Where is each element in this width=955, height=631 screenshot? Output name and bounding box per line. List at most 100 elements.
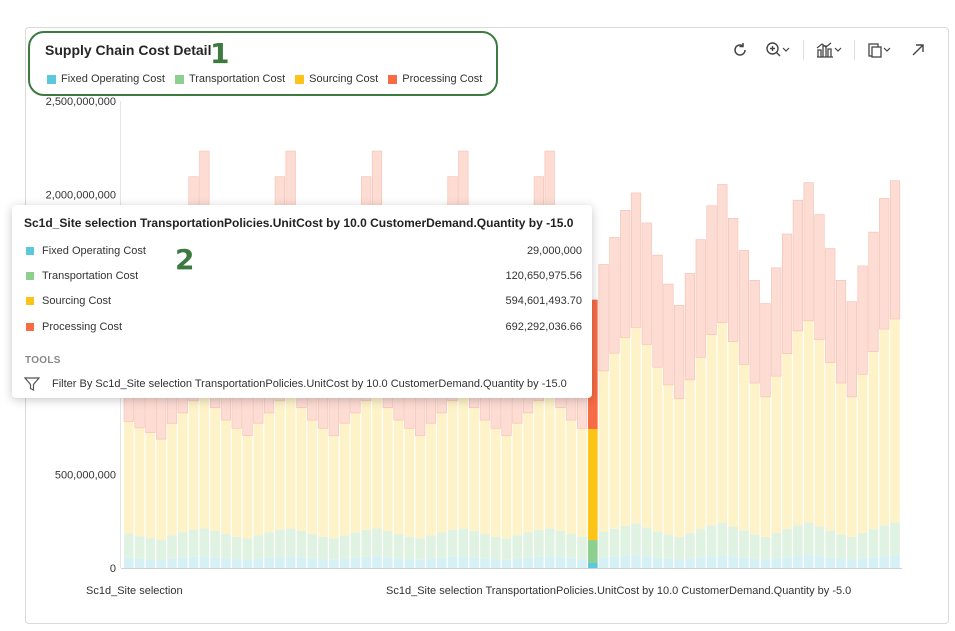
bar-segment-fixed-operating-cost — [793, 556, 803, 568]
bar-segment-transportation-cost — [134, 536, 145, 559]
bar-segment-transportation-cost — [825, 530, 836, 558]
bar-segment-transportation-cost — [631, 523, 641, 556]
legend-item-transportation-cost[interactable]: Transportation Cost — [174, 73, 285, 85]
tooltip-swatch — [26, 323, 34, 331]
bar-segment-transportation-cost — [803, 522, 814, 556]
bar-segment-sourcing-cost — [663, 384, 674, 535]
bar-segment-processing-cost — [738, 250, 750, 365]
bar-segment-transportation-cost — [426, 535, 436, 559]
bar-segment-fixed-operating-cost — [275, 556, 285, 568]
bar-segment-fixed-operating-cost — [577, 559, 587, 568]
bar-segment-fixed-operating-cost — [393, 558, 404, 568]
bar-segment-transportation-cost — [717, 522, 728, 556]
bar-segment-processing-cost — [630, 192, 642, 328]
tooltip-series-label: Processing Cost — [42, 321, 123, 333]
bar-segment-sourcing-cost — [480, 420, 490, 534]
bar-segment-fixed-operating-cost — [436, 557, 447, 568]
tooltip-swatch — [26, 247, 34, 255]
bar-segment-transportation-cost — [749, 534, 760, 559]
bar-segment-sourcing-cost — [782, 353, 792, 530]
bar-segment-fixed-operating-cost — [609, 556, 620, 568]
tooltip-filter-label: Filter By Sc1d_Site selection Transporta… — [52, 378, 567, 390]
bar-segment-sourcing-cost — [188, 400, 199, 530]
bar-segment-transportation-cost — [480, 534, 490, 559]
copy-icon — [868, 43, 891, 58]
bar-segment-transportation-cost — [685, 533, 695, 559]
bar-segment-processing-cost — [695, 239, 706, 358]
bar-segment-fixed-operating-cost — [717, 555, 728, 568]
bar-segment-transportation-cost — [836, 534, 846, 559]
bar-segment-sourcing-cost — [793, 330, 803, 526]
bar-segment-transportation-cost — [177, 532, 188, 558]
y-tick-label: 2,500,000,000 — [46, 96, 116, 108]
bar-segment-transportation-cost — [523, 532, 533, 558]
bar-segment-sourcing-cost — [177, 412, 188, 533]
bar-segment-sourcing-cost — [285, 393, 296, 529]
bar-segment-sourcing-cost — [296, 407, 307, 532]
chart-type-button[interactable] — [812, 38, 846, 62]
bar-segment-fixed-operating-cost — [404, 559, 415, 568]
refresh-button[interactable] — [723, 38, 757, 62]
bar-segment-processing-cost — [652, 254, 663, 368]
bar-segment-processing-cost — [749, 280, 760, 384]
bar-segment-fixed-operating-cost — [523, 557, 533, 568]
toolbar-divider — [803, 40, 804, 60]
bar-segment-transportation-cost — [879, 525, 890, 557]
bar-segment-processing-cost — [684, 273, 696, 381]
bar-segment-sourcing-cost — [847, 396, 857, 537]
bar-segment-fixed-operating-cost — [706, 556, 717, 568]
bar-segment-sourcing-cost — [436, 412, 447, 533]
bar-segment-transportation-cost — [124, 533, 134, 558]
bar-segment-transportation-cost — [695, 529, 706, 558]
bar-segment-fixed-operating-cost — [803, 555, 814, 568]
legend-item-sourcing-cost[interactable]: Sourcing Cost — [295, 73, 378, 85]
bar-segment-transportation-cost — [782, 529, 792, 558]
bar-segment-sourcing-cost — [307, 420, 318, 534]
y-tick-label: 2,000,000,000 — [46, 189, 116, 201]
bar-segment-fixed-operating-cost — [566, 558, 577, 568]
bar-segment-sourcing-cost — [642, 344, 652, 528]
bar-segment-fixed-operating-cost — [836, 558, 846, 568]
zoom-button[interactable] — [761, 38, 795, 62]
bar-segment-sourcing-cost — [156, 439, 166, 540]
bar-segment-transportation-cost — [706, 525, 717, 557]
bar-segment-fixed-operating-cost — [145, 559, 156, 568]
bar-segment-transportation-cost — [156, 539, 166, 561]
legend-item-processing-cost[interactable]: Processing Cost — [388, 73, 482, 85]
bar-segment-transportation-cost — [512, 535, 523, 559]
bar-segment-fixed-operating-cost — [847, 559, 857, 568]
tooltip-series-value: 692,292,036.66 — [505, 321, 582, 333]
copy-button[interactable] — [863, 38, 897, 62]
expand-button[interactable] — [901, 38, 935, 62]
bar-segment-transportation-cost — [490, 536, 501, 560]
bar-segment-fixed-operating-cost — [329, 559, 339, 568]
legend-swatch — [47, 74, 56, 84]
bar-segment-transportation-cost — [296, 531, 307, 558]
tooltip-swatch — [26, 297, 34, 305]
legend-item-fixed-operating-cost[interactable]: Fixed Operating Cost — [47, 73, 165, 85]
bar-segment-sourcing-cost — [275, 400, 285, 530]
bar-segment-transportation-cost — [210, 531, 220, 558]
bar-segment-transportation-cost — [307, 534, 318, 559]
tooltip-row-sourcing-cost: Sourcing Cost 594,601,493.70 — [26, 293, 582, 309]
legend-label: Fixed Operating Cost — [61, 73, 165, 85]
bar-segment-processing-cost — [620, 209, 631, 338]
bar-segment-processing-cost — [825, 248, 836, 363]
chart-legend: Fixed Operating Cost Transportation Cost… — [47, 73, 482, 85]
bar-segment-transportation-cost — [814, 526, 825, 557]
tooltip-row-processing-cost: Processing Cost 692,292,036.66 — [26, 319, 582, 335]
bar-segment-transportation-cost — [674, 536, 684, 560]
tooltip-series-label: Fixed Operating Cost — [42, 245, 146, 257]
bar-segment-fixed-operating-cost — [188, 556, 199, 568]
bar-segment-sourcing-cost — [674, 398, 684, 537]
bar-segment-transportation-cost — [663, 534, 674, 559]
tooltip-filter-action[interactable]: Filter By Sc1d_Site selection Transporta… — [24, 377, 567, 391]
bar-segment-fixed-operating-cost — [631, 555, 641, 568]
bar-segment-transportation-cost — [555, 531, 566, 558]
bar-segment-fixed-operating-cost — [426, 558, 436, 568]
tooltip-row-transportation-cost: Transportation Cost 120,650,975.56 — [26, 268, 582, 284]
bar-segment-sourcing-cost — [771, 376, 782, 534]
bar-segment-fixed-operating-cost — [210, 557, 220, 568]
bar-segment-fixed-operating-cost — [588, 562, 598, 568]
callout-number-1: 1 — [210, 37, 230, 70]
